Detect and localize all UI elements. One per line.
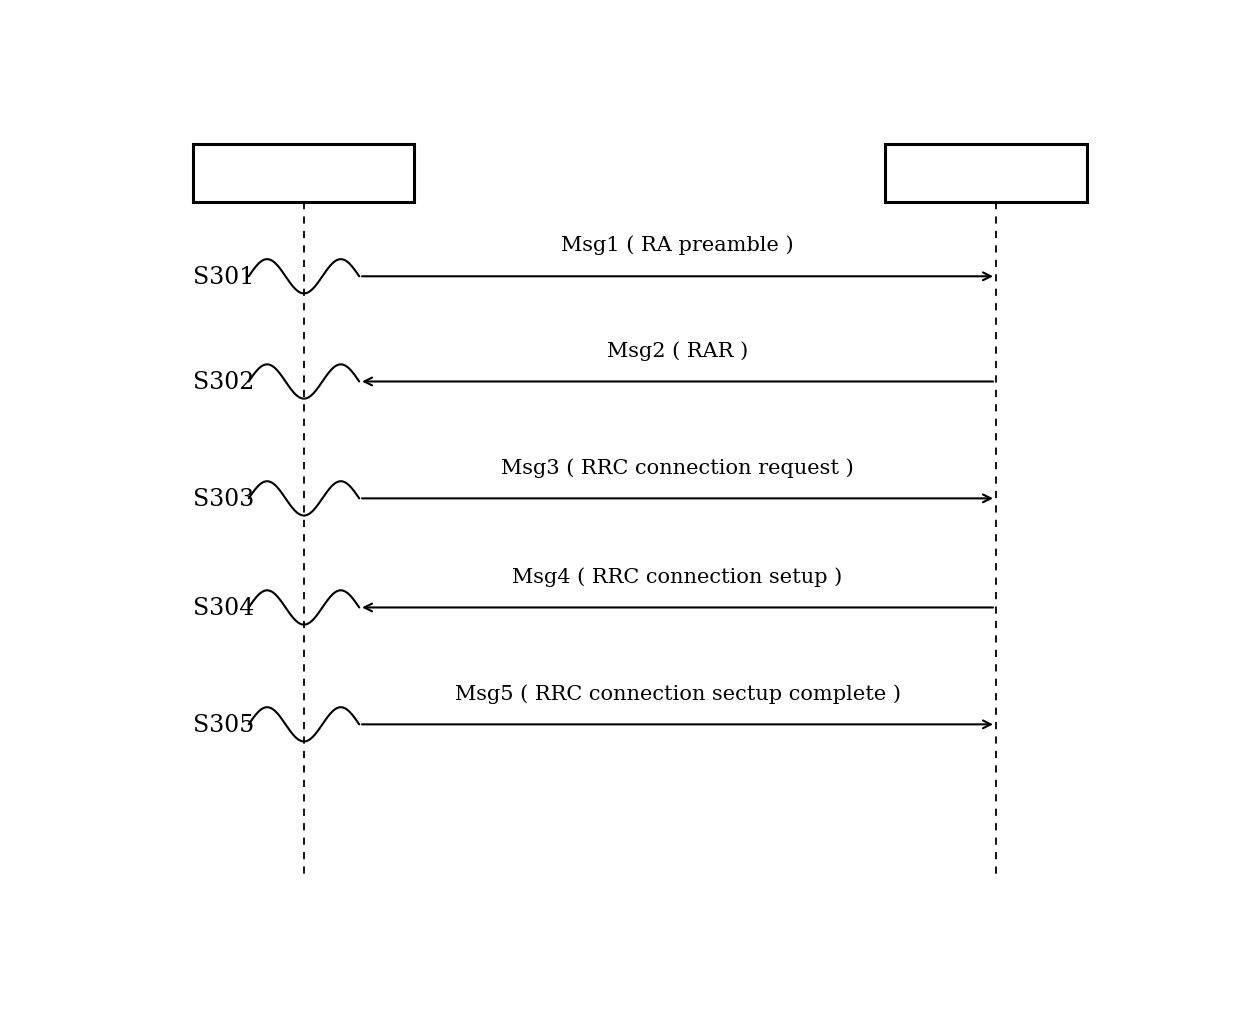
Text: Msg4 ( RRC connection setup ): Msg4 ( RRC connection setup ) (512, 566, 843, 586)
Text: Msg1 ( RA preamble ): Msg1 ( RA preamble ) (562, 236, 794, 255)
Text: S305: S305 (193, 713, 254, 736)
Text: S304: S304 (193, 596, 254, 620)
Text: S303: S303 (193, 487, 254, 511)
Text: Msg5 ( RRC connection sectup complete ): Msg5 ( RRC connection sectup complete ) (455, 683, 900, 703)
Text: UE: UE (280, 159, 327, 189)
Bar (193, 145, 414, 203)
Bar (885, 145, 1087, 203)
Text: eNB: eNB (952, 159, 1019, 189)
Text: Msg3 ( RRC connection request ): Msg3 ( RRC connection request ) (501, 457, 854, 477)
Text: S301: S301 (193, 266, 254, 288)
Text: Msg2 ( RAR ): Msg2 ( RAR ) (606, 341, 748, 360)
Text: S302: S302 (193, 371, 254, 393)
